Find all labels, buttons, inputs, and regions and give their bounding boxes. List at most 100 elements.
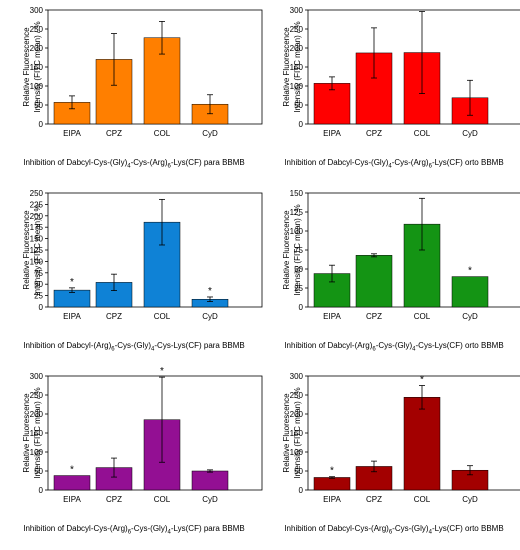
chart-panel-3: 0 25 50 75 100 125 150 175 200 225 250 * EIPA CPZ COL *… xyxy=(0,183,263,366)
y-tick-label: 300 xyxy=(290,6,304,15)
x-category-label: CyD xyxy=(462,129,478,138)
xlabel-sub1: 6 xyxy=(127,529,132,536)
xlabel-sub2: 4 xyxy=(412,346,416,353)
significance-mark: * xyxy=(330,466,334,477)
y-tick-label: 200 xyxy=(30,44,44,53)
x-category-label: EIPA xyxy=(63,129,81,138)
chart-svg: 0 50 100 150 200 250 300 EIPA CPZ COL CyD xyxy=(30,6,263,138)
chart-panel-5: 0 50 100 150 200 250 300 * EIPA CPZ * COL CyD Relativ… xyxy=(0,366,263,549)
x-axis-title: Inhibition of Dabcyl-Cys-(Arg)6-Cys-(Gly… xyxy=(0,524,268,536)
x-category-label: CyD xyxy=(462,495,478,504)
y-axis-title: Relative Fluorescence Intensity (FITC mea… xyxy=(21,12,47,122)
chart-panel-2: 0 50 100 150 200 250 300 EIPA CPZ COL CyD Relative … xyxy=(260,0,520,183)
y-axis-title-line1: Relative Fluorescence xyxy=(282,27,291,107)
significance-mark: * xyxy=(70,277,74,288)
chart-svg: 0 50 100 150 200 250 300 EIPA CPZ COL CyD xyxy=(290,6,520,138)
x-category-label: CPZ xyxy=(366,312,382,321)
x-category-label: CPZ xyxy=(106,495,122,504)
y-tick-label: 200 xyxy=(290,44,304,53)
y-tick-label: 75 xyxy=(294,246,303,255)
y-tick-label: 300 xyxy=(30,6,44,15)
y-axis-title-line2: Intensity (FITC mean) / % xyxy=(33,21,42,113)
x-category-label: COL xyxy=(414,495,431,504)
significance-mark: * xyxy=(420,375,424,386)
xlabel-mid: -Cys-(Gly) xyxy=(392,524,429,533)
y-tick-label: 0 xyxy=(299,120,304,129)
x-category-label: CPZ xyxy=(106,129,122,138)
xlabel-pre: Inhibition of Dabcyl-(Arg) xyxy=(284,341,373,350)
y-axis-title-line2: Intensity (FITC mean) / % xyxy=(293,387,302,479)
y-tick-label: 100 xyxy=(30,257,44,266)
bar-col xyxy=(403,397,441,491)
y-tick-label: 0 xyxy=(39,303,44,312)
y-tick-label: 50 xyxy=(34,101,43,110)
y-axis-title-line2: Intensity (FITC mean) / % xyxy=(33,204,42,296)
x-category-label: COL xyxy=(154,312,171,321)
y-tick-label: 0 xyxy=(39,120,44,129)
y-tick-label: 125 xyxy=(30,246,44,255)
y-tick-label: 250 xyxy=(290,391,304,400)
x-category-label: COL xyxy=(154,495,171,504)
chart-panel-1: 0 50 100 150 200 250 300 EIPA CPZ COL CyD Relative … xyxy=(0,0,263,183)
xlabel-mid: -Cys-(Arg) xyxy=(130,158,168,167)
y-tick-label: 50 xyxy=(294,265,303,274)
y-tick-label: 300 xyxy=(290,372,304,381)
y-axis-title: Relative Fluorescence Intensity (FITC mea… xyxy=(281,195,307,305)
y-tick-label: 200 xyxy=(30,212,44,221)
y-tick-label: 50 xyxy=(294,101,303,110)
xlabel-sub1: 4 xyxy=(127,163,131,170)
y-tick-label: 100 xyxy=(290,448,304,457)
x-category-label: COL xyxy=(154,129,171,138)
y-tick-label: 25 xyxy=(34,292,43,301)
y-tick-label: 300 xyxy=(30,372,44,381)
xlabel-post: -Lys(CF) para BBMB xyxy=(170,524,245,533)
y-tick-label: 100 xyxy=(30,448,44,457)
xlabel-sub2: 6 xyxy=(428,163,432,170)
y-axis-title-line1: Relative Fluorescence xyxy=(22,27,31,107)
y-tick-label: 200 xyxy=(290,410,304,419)
y-tick-label: 50 xyxy=(34,467,43,476)
y-tick-label: 0 xyxy=(299,486,304,495)
y-axis-title-line2: Intensity (FITC mean) / % xyxy=(33,387,42,479)
y-tick-label: 50 xyxy=(34,280,43,289)
x-category-label: CyD xyxy=(202,495,218,504)
x-category-label: EIPA xyxy=(63,495,81,504)
xlabel-sub2: 4 xyxy=(428,529,432,536)
y-axis-title-line2: Intensity (FITC mean) / % xyxy=(293,204,302,296)
x-category-label: EIPA xyxy=(323,495,341,504)
y-tick-label: 100 xyxy=(290,82,304,91)
x-category-label: CPZ xyxy=(366,495,382,504)
significance-mark: * xyxy=(160,366,164,377)
xlabel-sub1: 4 xyxy=(388,163,392,170)
x-category-label: CyD xyxy=(202,312,218,321)
y-tick-label: 225 xyxy=(30,200,44,209)
xlabel-pre: Inhibition of Dabcyl-Cys-(Gly) xyxy=(23,158,128,167)
y-tick-label: 250 xyxy=(30,25,44,34)
y-axis-title-line1: Relative Fluorescence xyxy=(22,393,31,473)
y-axis-title-line1: Relative Fluorescence xyxy=(282,210,291,290)
xlabel-sub2: 4 xyxy=(151,346,155,353)
y-tick-label: 75 xyxy=(34,269,43,278)
xlabel-post: -Cys-Lys(CF) orto BBMB xyxy=(415,341,504,350)
xlabel-pre: Inhibition of Dabcyl-(Arg) xyxy=(23,341,112,350)
y-tick-label: 250 xyxy=(30,391,44,400)
y-axis-title: Relative Fluorescence Intensity (FITC mea… xyxy=(21,195,47,305)
x-category-label: CPZ xyxy=(366,129,382,138)
significance-mark: * xyxy=(468,266,472,277)
x-category-label: EIPA xyxy=(323,312,341,321)
bar-cyd xyxy=(191,470,229,491)
xlabel-post: -Cys-Lys(CF) para BBMB xyxy=(154,341,245,350)
y-axis-title-line1: Relative Fluorescence xyxy=(282,393,291,473)
xlabel-pre: Inhibition of Dabcyl-Cys-(Arg) xyxy=(23,524,128,533)
y-tick-label: 100 xyxy=(290,227,304,236)
xlabel-sub2: 6 xyxy=(167,163,171,170)
y-tick-label: 175 xyxy=(30,223,44,232)
x-category-label: EIPA xyxy=(323,129,341,138)
x-axis-title: Inhibition of Dabcyl-Cys-(Gly)4-Cys-(Arg… xyxy=(260,158,520,170)
chart-svg: 0 50 100 150 200 250 300 * EIPA CPZ * COL CyD xyxy=(290,372,520,504)
y-tick-label: 25 xyxy=(294,284,303,293)
y-axis-title-line1: Relative Fluorescence xyxy=(22,210,31,290)
xlabel-sub1: 6 xyxy=(388,529,393,536)
bar-col xyxy=(143,37,181,125)
